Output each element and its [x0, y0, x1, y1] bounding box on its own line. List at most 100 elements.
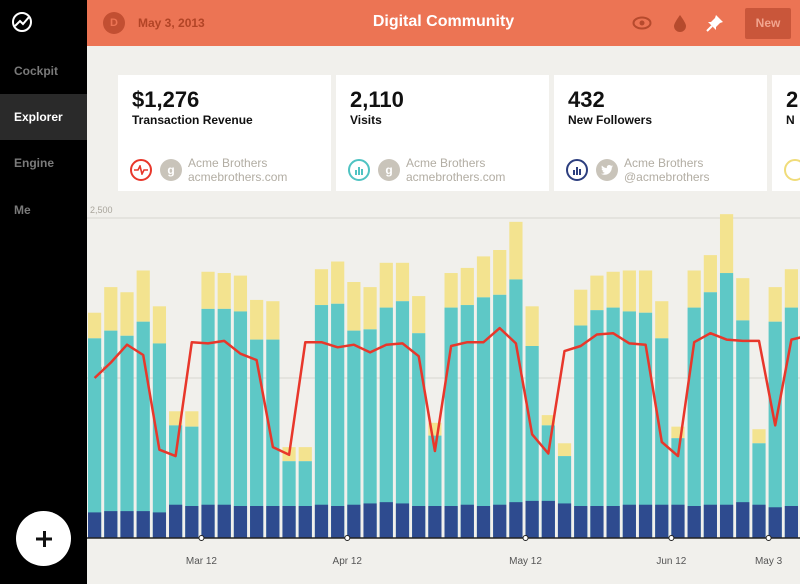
- source-name: Acme Brothers: [188, 156, 268, 170]
- x-tick-marker: [668, 535, 675, 541]
- add-button[interactable]: [16, 511, 71, 566]
- pin-icon[interactable]: [705, 13, 725, 33]
- revenue-bar: [557, 443, 572, 457]
- x-tick-marker: [344, 535, 351, 541]
- revenue-bar: [379, 262, 393, 308]
- revenue-bar: [574, 289, 588, 326]
- visits-bar: [622, 311, 636, 538]
- google-icon: g: [378, 159, 400, 181]
- metric-label: Transaction Revenue: [132, 113, 253, 127]
- base-bar: [557, 503, 572, 538]
- revenue-bar: [736, 278, 750, 321]
- x-tick-label: May 12: [509, 556, 542, 567]
- sidebar-item-explorer[interactable]: Explorer: [0, 94, 87, 140]
- visits-bar: [347, 330, 361, 538]
- sidebar-item-cockpit[interactable]: Cockpit: [14, 64, 59, 78]
- x-tick-label: Jun 12: [656, 556, 686, 567]
- eye-icon[interactable]: [632, 13, 652, 33]
- metric-card-partial[interactable]: 2 N: [772, 75, 800, 191]
- bar-chart-icon: [566, 159, 588, 181]
- metric-label: New Followers: [568, 113, 653, 127]
- revenue-bar: [347, 282, 361, 331]
- revenue-bar: [784, 269, 798, 308]
- base-bar: [784, 506, 798, 538]
- revenue-bar: [412, 296, 426, 334]
- revenue-bar: [104, 287, 118, 331]
- base-bar: [331, 506, 345, 538]
- base-bar: [736, 502, 750, 538]
- base-bar: [136, 511, 150, 538]
- revenue-bar: [152, 306, 167, 344]
- revenue-bar: [314, 269, 329, 306]
- revenue-bar: [687, 270, 701, 308]
- sidebar-item-me[interactable]: Me: [14, 203, 31, 217]
- base-bar: [185, 506, 199, 538]
- x-tick-label: Apr 12: [333, 556, 363, 567]
- plus-icon: [35, 530, 52, 547]
- visits-bar: [412, 333, 426, 538]
- revenue-bar: [493, 250, 507, 295]
- metric-card-visits[interactable]: 2,110 Visits g Acme Brothers acmebrother…: [336, 75, 549, 191]
- x-tick-label: May 3: [755, 556, 783, 567]
- x-tick-label: Mar 12: [186, 556, 218, 567]
- page-title: Digital Community: [372, 13, 515, 30]
- revenue-bar: [185, 411, 199, 427]
- visits-bar: [736, 320, 750, 538]
- visits-bar: [703, 292, 717, 538]
- drop-icon[interactable]: [670, 13, 690, 33]
- base-bar: [266, 506, 280, 538]
- revenue-bar: [460, 267, 474, 306]
- base-bar: [655, 504, 669, 538]
- visits-bar: [201, 308, 215, 538]
- visits-bar: [152, 343, 167, 538]
- source-handle: acmebrothers.com: [406, 170, 506, 184]
- revenue-bar: [671, 426, 685, 439]
- metric-value: $1,276: [132, 87, 200, 112]
- base-bar: [574, 506, 588, 538]
- avatar[interactable]: D: [103, 12, 125, 34]
- revenue-bar: [655, 301, 669, 339]
- revenue-bar: [719, 214, 734, 274]
- visits-bar: [784, 307, 798, 538]
- new-button[interactable]: New: [745, 8, 791, 39]
- base-bar: [201, 504, 215, 538]
- x-tick-marker: [198, 535, 205, 541]
- base-bar: [671, 504, 685, 538]
- revenue-line: [93, 326, 800, 458]
- x-tick-marker: [522, 535, 529, 541]
- visits-bar: [719, 273, 734, 538]
- base-bar: [347, 504, 361, 538]
- revenue-bar: [703, 255, 717, 293]
- visits-bar: [460, 305, 474, 538]
- bar-chart-icon: [784, 159, 800, 181]
- revenue-bar: [250, 299, 264, 340]
- revenue-bar: [88, 312, 102, 339]
- trend-logo-icon[interactable]: [11, 11, 33, 33]
- sidebar-item-engine[interactable]: Engine: [14, 156, 55, 170]
- source-name: Acme Brothers: [624, 156, 704, 170]
- header-bar: D May 3, 2013 Digital Community New: [87, 0, 800, 46]
- visits-bar: [509, 279, 523, 538]
- visits-bar: [476, 297, 491, 538]
- base-bar: [638, 504, 653, 538]
- sidebar: Cockpit Explorer Engine Me: [0, 0, 87, 584]
- base-bar: [622, 504, 636, 538]
- base-bar: [395, 503, 410, 538]
- metric-card-followers[interactable]: 432 New Followers Acme Brothers @acmebro…: [554, 75, 767, 191]
- metric-value: 2: [786, 87, 799, 112]
- metric-card-revenue[interactable]: $1,276 Transaction Revenue g Acme Brothe…: [118, 75, 331, 191]
- visits-bar: [379, 307, 393, 538]
- date-label[interactable]: May 3, 2013: [138, 16, 205, 30]
- revenue-bar: [120, 292, 134, 336]
- revenue-bar: [298, 447, 312, 462]
- base-bar: [476, 506, 491, 538]
- base-bar: [314, 504, 329, 538]
- base-bar: [298, 506, 312, 538]
- revenue-bar: [395, 262, 410, 302]
- revenue-bar: [217, 273, 231, 309]
- revenue-bar: [266, 301, 280, 340]
- revenue-bar: [136, 270, 150, 322]
- base-bar: [250, 506, 264, 538]
- revenue-bar: [752, 429, 766, 444]
